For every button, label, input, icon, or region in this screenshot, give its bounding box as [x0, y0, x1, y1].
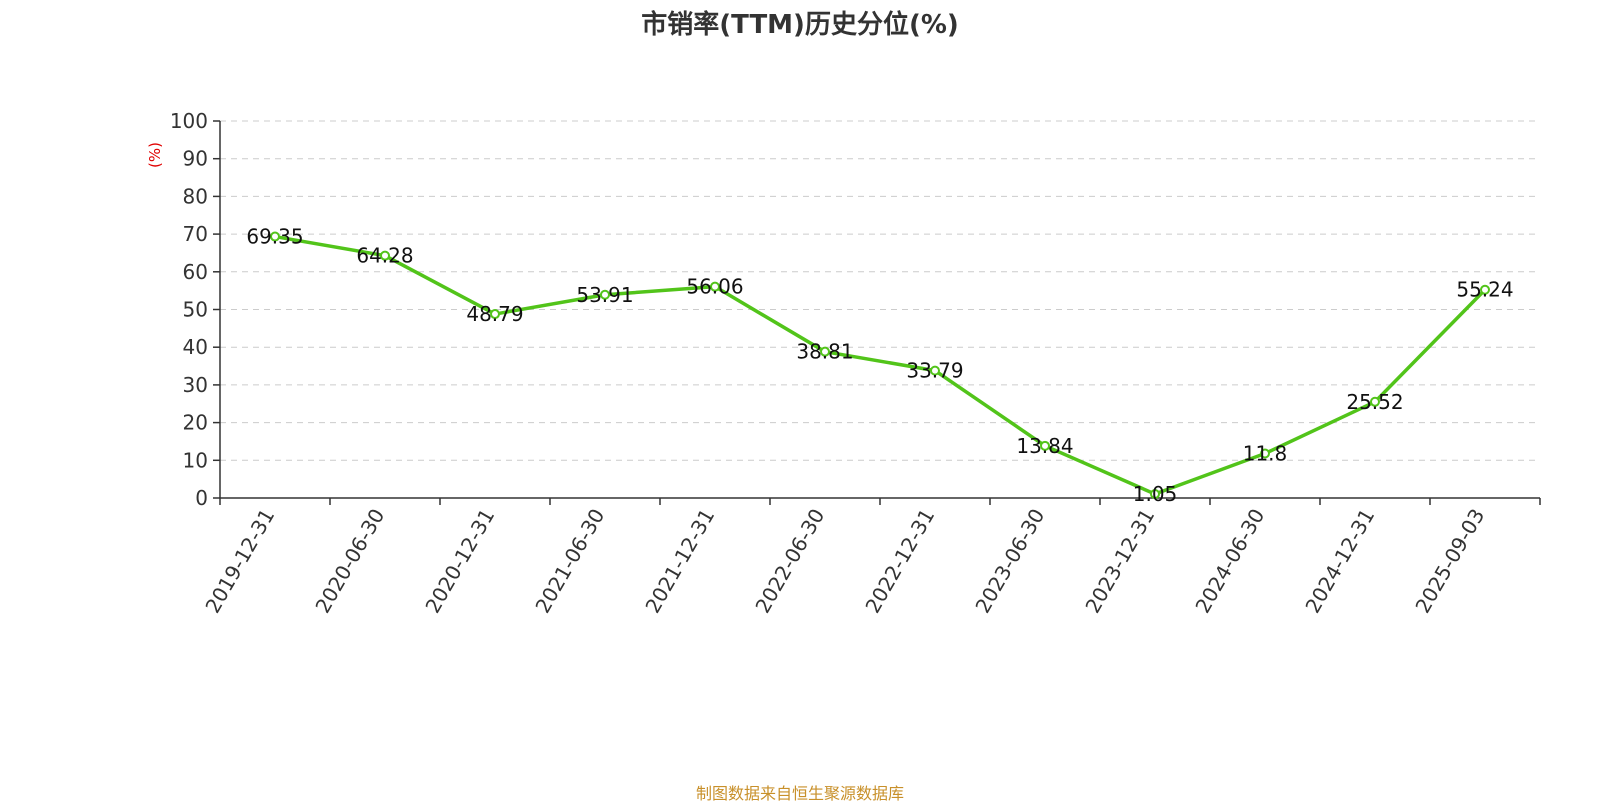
data-point — [490, 309, 500, 320]
y-tick-label: 20 — [183, 411, 208, 435]
y-tick-label: 30 — [183, 373, 208, 397]
y-tick-label: 80 — [183, 184, 208, 208]
data-label: 64.28 — [356, 244, 413, 268]
y-tick-label: 60 — [183, 260, 208, 284]
y-tick-label: 70 — [183, 222, 208, 246]
y-tick-label: 50 — [183, 298, 208, 322]
data-point — [1040, 440, 1050, 451]
data-point — [1370, 396, 1380, 407]
grid-lines — [220, 120, 1540, 461]
y-tick-label: 10 — [183, 448, 208, 472]
x-tick-label: 2022-06-30 — [750, 505, 829, 618]
data-label: 25.52 — [1346, 390, 1403, 414]
data-point — [1260, 448, 1270, 459]
x-tick-label: 2023-06-30 — [970, 505, 1049, 618]
x-tick-label: 2023-12-31 — [1080, 505, 1159, 618]
data-point — [710, 281, 720, 292]
data-label: 13.84 — [1016, 434, 1073, 458]
y-tick-label: 0 — [195, 486, 208, 510]
axes: 0 10 20 30 40 50 60 70 80 90 100 2019-12-31 2020-06-… — [170, 109, 1541, 618]
data-label: 56.06 — [686, 275, 743, 299]
x-tick-label: 2020-12-31 — [420, 505, 499, 618]
data-label: 33.79 — [906, 359, 963, 383]
data-point — [380, 250, 390, 261]
y-tick-label: 100 — [170, 109, 208, 133]
data-labels: 69.35 64.28 48.79 53.91 56.06 38.81 33.79 13.84… — [246, 225, 1513, 506]
data-point — [820, 346, 830, 357]
data-label: 48.79 — [466, 302, 523, 326]
data-label: 55.24 — [1456, 278, 1513, 302]
data-point — [1480, 284, 1490, 295]
x-tick-label: 2020-06-30 — [310, 505, 389, 618]
y-axis-label: (%) — [146, 142, 164, 168]
x-tick-label: 2021-06-30 — [530, 505, 609, 618]
data-label: 38.81 — [796, 340, 853, 364]
series-line — [270, 231, 1490, 500]
data-label: 11.8 — [1243, 442, 1288, 466]
data-label: 1.05 — [1133, 482, 1178, 506]
data-label: 53.91 — [576, 283, 633, 307]
x-tick-label: 2019-12-31 — [200, 505, 279, 618]
y-tick-label: 40 — [183, 335, 208, 359]
source-note: 制图数据来自恒生聚源数据库 — [695, 784, 904, 803]
data-point — [1150, 489, 1160, 500]
x-tick-label: 2024-12-31 — [1300, 505, 1379, 618]
data-point — [600, 289, 610, 300]
chart-title: 市销率(TTM)历史分位(%) — [641, 10, 959, 40]
data-point — [930, 365, 940, 376]
x-tick-label: 2021-12-31 — [640, 505, 719, 618]
series-polyline — [274, 234, 1487, 496]
data-label: 69.35 — [246, 225, 303, 249]
x-tick-label: 2024-06-30 — [1190, 505, 1269, 618]
data-point — [270, 231, 280, 242]
x-tick-label: 2022-12-31 — [860, 505, 939, 618]
y-tick-label: 90 — [183, 147, 208, 171]
x-tick-label: 2025-09-03 — [1410, 505, 1489, 618]
